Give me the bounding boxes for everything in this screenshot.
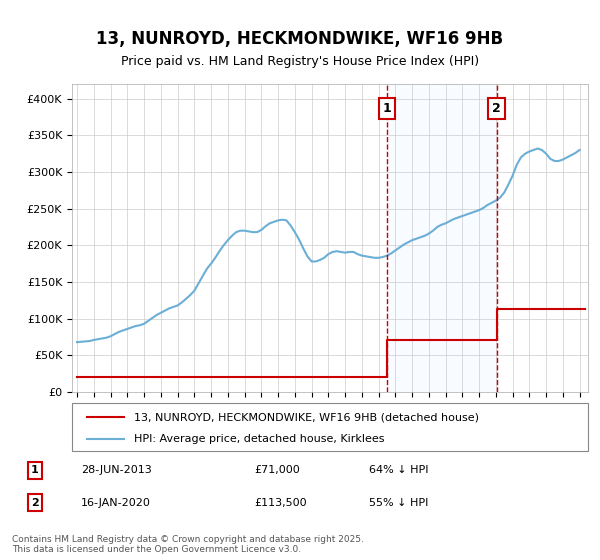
Text: 2: 2 — [492, 102, 501, 115]
Text: 28-JUN-2013: 28-JUN-2013 — [81, 465, 152, 475]
Text: Contains HM Land Registry data © Crown copyright and database right 2025.
This d: Contains HM Land Registry data © Crown c… — [12, 535, 364, 554]
Text: 16-JAN-2020: 16-JAN-2020 — [81, 498, 151, 508]
Text: 1: 1 — [382, 102, 391, 115]
Text: 55% ↓ HPI: 55% ↓ HPI — [369, 498, 428, 508]
Bar — [387, 84, 497, 392]
Text: 13, NUNROYD, HECKMONDWIKE, WF16 9HB (detached house): 13, NUNROYD, HECKMONDWIKE, WF16 9HB (det… — [134, 413, 479, 422]
Text: £113,500: £113,500 — [254, 498, 307, 508]
Text: 2: 2 — [31, 498, 39, 508]
FancyBboxPatch shape — [72, 403, 588, 451]
Text: £71,000: £71,000 — [254, 465, 299, 475]
Text: Price paid vs. HM Land Registry's House Price Index (HPI): Price paid vs. HM Land Registry's House … — [121, 55, 479, 68]
Text: 64% ↓ HPI: 64% ↓ HPI — [369, 465, 428, 475]
Text: HPI: Average price, detached house, Kirklees: HPI: Average price, detached house, Kirk… — [134, 434, 385, 444]
Text: 1: 1 — [31, 465, 39, 475]
Text: 13, NUNROYD, HECKMONDWIKE, WF16 9HB: 13, NUNROYD, HECKMONDWIKE, WF16 9HB — [97, 30, 503, 48]
